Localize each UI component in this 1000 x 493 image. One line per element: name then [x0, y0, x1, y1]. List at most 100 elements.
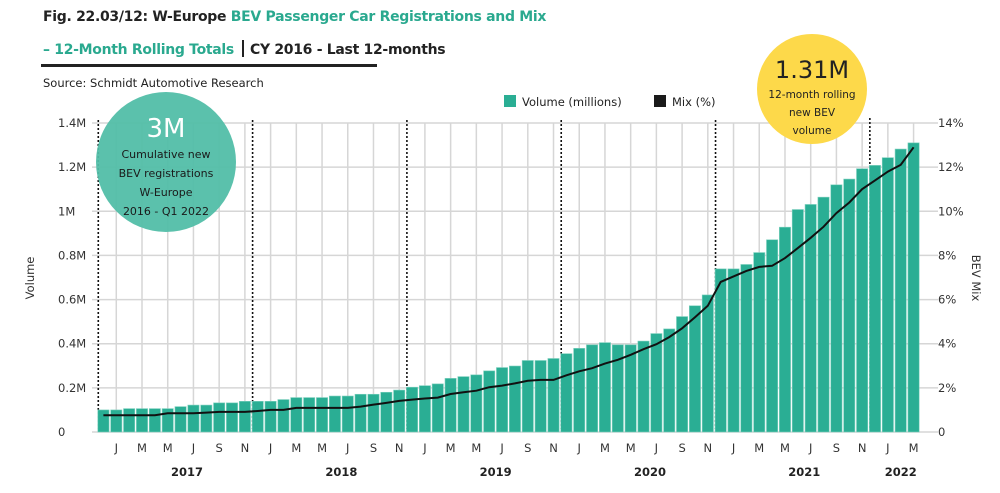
- x-month-label: J: [577, 441, 581, 455]
- volume-bar: [136, 408, 148, 433]
- x-year-label: 2018: [325, 465, 357, 479]
- volume-bar: [508, 365, 521, 433]
- x-month-label: S: [370, 441, 377, 455]
- callout-cumulative-line: Cumulative new: [121, 148, 210, 161]
- x-month-label: N: [241, 441, 250, 455]
- volume-bar: [869, 165, 881, 433]
- y-tick-label: 0.8M: [58, 248, 86, 262]
- volume-bar: [689, 305, 701, 433]
- callout-cumulative-line: 2016 - Q1 2022: [123, 205, 209, 218]
- mix-line: [103, 146, 915, 417]
- volume-bar: [779, 226, 791, 433]
- y-tick-label: 1.4M: [58, 116, 86, 130]
- volume-bar: [277, 399, 290, 433]
- title-highlight: BEV Passenger Car Registrations and Mix: [230, 9, 547, 25]
- y2-tick-label: 10%: [938, 204, 964, 218]
- x-month-label: M: [317, 441, 327, 455]
- volume-bar: [470, 374, 483, 433]
- volume-bar: [97, 409, 110, 433]
- chart-title-line2: – 12-Month Rolling Totals CY 2016 - Last …: [43, 40, 446, 58]
- volume-bar: [123, 408, 136, 433]
- callout-rolling-value: 1.31M: [775, 56, 849, 84]
- volume-bar: [586, 344, 599, 433]
- volume-bar: [161, 408, 174, 433]
- volume-bar: [791, 209, 804, 433]
- volume-bar: [830, 184, 843, 433]
- volume-bar: [881, 157, 894, 433]
- x-month-label: J: [191, 441, 195, 455]
- volume-bar: [418, 385, 431, 433]
- x-month-label: M: [471, 441, 481, 455]
- volume-bar: [444, 378, 457, 433]
- x-month-label: J: [885, 441, 889, 455]
- x-year-label: 2019: [480, 465, 512, 479]
- y-tick-label: 0.2M: [58, 381, 86, 395]
- volume-bar: [740, 264, 753, 433]
- y2-tick-label: 12%: [938, 160, 964, 174]
- x-month-label: M: [137, 441, 147, 455]
- callout-cumulative-line: W-Europe: [139, 186, 192, 199]
- x-month-label: M: [909, 441, 919, 455]
- title-subtitle-highlight: – 12-Month Rolling Totals: [43, 42, 234, 58]
- volume-bar: [316, 397, 328, 433]
- callout-circle-green: [96, 92, 236, 232]
- volume-bar: [290, 397, 303, 433]
- volume-bar: [907, 142, 920, 433]
- source-note: Source: Schmidt Automotive Research: [43, 76, 264, 90]
- callout-rolling-line: 12-month rolling: [768, 89, 855, 101]
- x-month-label: S: [524, 441, 531, 455]
- callout-circle-yellow: [757, 34, 867, 144]
- volume-bar: [483, 370, 496, 433]
- y2-tick-label: 8%: [938, 248, 956, 262]
- x-month-label: J: [654, 441, 658, 455]
- x-month-label: J: [731, 441, 735, 455]
- y-tick-label: 1M: [58, 204, 75, 218]
- volume-bar: [637, 340, 650, 433]
- volume-bar: [187, 404, 200, 433]
- y-tick-label: 1.2M: [58, 160, 86, 174]
- x-month-label: M: [291, 441, 301, 455]
- volume-bar: [367, 393, 380, 433]
- callout-rolling: 1.31M 12-month rolling new BEV volume: [757, 34, 867, 144]
- x-month-label: M: [600, 441, 610, 455]
- x-month-label: J: [808, 441, 812, 455]
- volume-bar: [714, 268, 727, 433]
- callout-cumulative-value: 3M: [147, 114, 186, 144]
- volume-bar: [303, 397, 316, 433]
- y2-tick-label: 6%: [938, 293, 956, 307]
- volume-bar: [560, 353, 573, 433]
- x-month-label: J: [345, 441, 349, 455]
- callout-cumulative-line: BEV registrations: [119, 167, 214, 180]
- x-month-label: N: [549, 441, 558, 455]
- volume-bar: [599, 342, 611, 433]
- volume-bar: [457, 376, 470, 433]
- volume-bar: [521, 360, 534, 433]
- x-month-label: J: [499, 441, 503, 455]
- volume-bar: [328, 395, 341, 433]
- x-month-label: S: [833, 441, 840, 455]
- volume-bar: [393, 389, 406, 433]
- volume-bar: [174, 406, 187, 433]
- axes: 0 0 0.2M 2% 0.4M 4% 0.6M 6% 0.8M 8% 1M 10% 1.2M 12% 1.…: [23, 116, 983, 479]
- x-month-label: N: [395, 441, 404, 455]
- volume-bar: [496, 367, 508, 433]
- callout-cumulative: 3M Cumulative new BEV registrations W-Eu…: [96, 92, 236, 232]
- volume-bar: [701, 294, 714, 433]
- title-separator: [241, 40, 244, 57]
- x-year-label: 2022: [885, 465, 917, 479]
- x-month-label: N: [704, 441, 713, 455]
- y-tick-label: 0.6M: [58, 293, 86, 307]
- title-underline: [41, 64, 377, 67]
- x-month-label: N: [858, 441, 867, 455]
- volume-bar: [380, 391, 393, 433]
- volume-bar: [226, 402, 238, 433]
- volume-bar: [238, 401, 251, 433]
- volume-bar: [264, 401, 277, 433]
- callout-rolling-line: volume: [793, 125, 832, 137]
- legend-swatch-volume: [504, 95, 516, 107]
- volume-bar: [766, 239, 779, 433]
- callout-rolling-line: new BEV: [789, 107, 836, 119]
- volume-bar: [804, 204, 817, 433]
- x-month-label: M: [446, 441, 456, 455]
- volume-bar: [406, 386, 418, 433]
